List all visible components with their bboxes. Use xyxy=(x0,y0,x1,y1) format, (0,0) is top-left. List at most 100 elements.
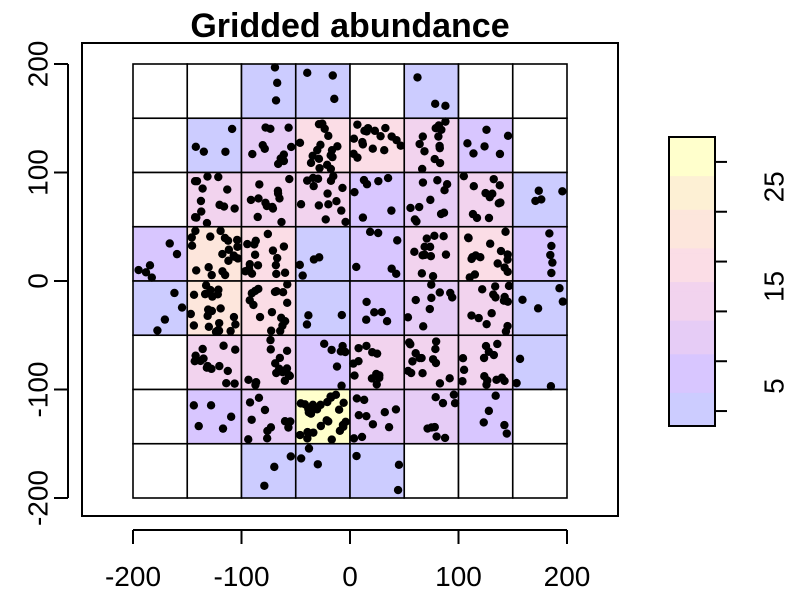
data-point xyxy=(332,362,342,371)
colorbar-tick-label: 5 xyxy=(758,378,789,394)
data-point xyxy=(359,395,369,405)
data-point xyxy=(425,242,435,252)
grid-cell xyxy=(511,225,568,282)
data-point xyxy=(354,410,364,420)
grid-cell xyxy=(240,63,297,120)
colorbar-swatch xyxy=(669,339,715,345)
data-point xyxy=(354,343,363,353)
data-point xyxy=(490,282,500,291)
data-point xyxy=(219,341,228,350)
data-point xyxy=(198,184,207,193)
data-point xyxy=(357,432,367,442)
data-point xyxy=(330,94,339,104)
data-point xyxy=(425,304,435,314)
data-point xyxy=(430,422,439,432)
data-point xyxy=(411,349,420,358)
data-point xyxy=(324,417,333,426)
data-point xyxy=(504,281,514,291)
data-point xyxy=(286,417,295,426)
data-point xyxy=(484,406,494,416)
colorbar-swatch xyxy=(669,397,715,403)
data-point xyxy=(214,285,223,294)
data-point xyxy=(430,154,439,164)
data-point xyxy=(260,481,269,490)
data-point xyxy=(245,296,254,305)
data-point xyxy=(300,400,310,409)
data-point xyxy=(324,200,333,209)
data-point xyxy=(316,140,325,150)
data-point xyxy=(459,171,469,181)
data-point xyxy=(500,292,509,302)
data-point xyxy=(207,306,217,316)
data-point xyxy=(244,435,253,444)
data-point xyxy=(349,434,359,443)
data-point xyxy=(229,312,239,322)
data-point xyxy=(191,142,201,151)
data-point xyxy=(187,241,197,250)
data-point xyxy=(489,350,499,360)
colorbar-swatch xyxy=(669,315,715,321)
plot-frame xyxy=(81,42,619,517)
colorbar-swatch xyxy=(669,276,715,283)
data-point xyxy=(430,99,440,109)
data-point xyxy=(260,405,270,415)
data-point xyxy=(214,172,223,182)
data-point xyxy=(170,288,179,298)
data-point xyxy=(479,353,489,363)
data-point xyxy=(376,131,385,141)
data-point xyxy=(380,408,389,417)
data-point xyxy=(478,285,487,294)
data-point xyxy=(284,123,293,132)
y-tick-label: -200 xyxy=(22,470,53,526)
data-point xyxy=(449,390,459,399)
colorbar-swatch xyxy=(669,151,715,157)
data-point xyxy=(202,218,212,228)
data-point xyxy=(428,272,438,281)
grid-cell xyxy=(403,63,460,120)
data-point xyxy=(349,134,359,143)
data-point xyxy=(318,119,327,128)
data-point xyxy=(358,137,367,147)
data-point xyxy=(255,180,264,189)
data-point xyxy=(241,267,250,276)
data-point xyxy=(196,196,206,206)
data-point xyxy=(422,234,431,243)
data-point xyxy=(304,444,314,453)
data-point xyxy=(222,379,231,388)
colorbar-swatch xyxy=(669,324,715,331)
data-point xyxy=(334,405,344,414)
colorbar-swatch xyxy=(669,416,715,422)
data-point xyxy=(359,175,369,185)
data-point xyxy=(266,423,276,432)
data-point xyxy=(512,378,521,388)
colorbar-swatch xyxy=(669,392,715,398)
data-point xyxy=(459,365,469,375)
data-point xyxy=(474,313,483,323)
data-point xyxy=(484,213,494,223)
data-point xyxy=(418,132,428,141)
data-point xyxy=(306,158,316,168)
data-point xyxy=(206,232,215,241)
grid-cell xyxy=(457,442,514,499)
data-point xyxy=(491,391,500,400)
data-point xyxy=(482,319,491,329)
data-point xyxy=(431,344,440,354)
data-point xyxy=(487,309,496,318)
colorbar-swatch xyxy=(669,358,715,364)
data-point xyxy=(298,271,307,280)
data-point xyxy=(219,202,229,211)
data-point xyxy=(308,173,318,183)
colorbar-swatch xyxy=(669,194,715,201)
data-point xyxy=(485,192,494,202)
data-point xyxy=(358,213,368,222)
colorbar-frame xyxy=(668,136,716,427)
data-point xyxy=(518,295,527,304)
data-point xyxy=(419,322,428,331)
data-point xyxy=(194,421,203,431)
data-point xyxy=(493,339,502,349)
data-point xyxy=(383,173,393,183)
data-point xyxy=(380,145,389,155)
data-point xyxy=(215,361,224,371)
data-point xyxy=(434,132,443,141)
data-point xyxy=(387,206,396,215)
